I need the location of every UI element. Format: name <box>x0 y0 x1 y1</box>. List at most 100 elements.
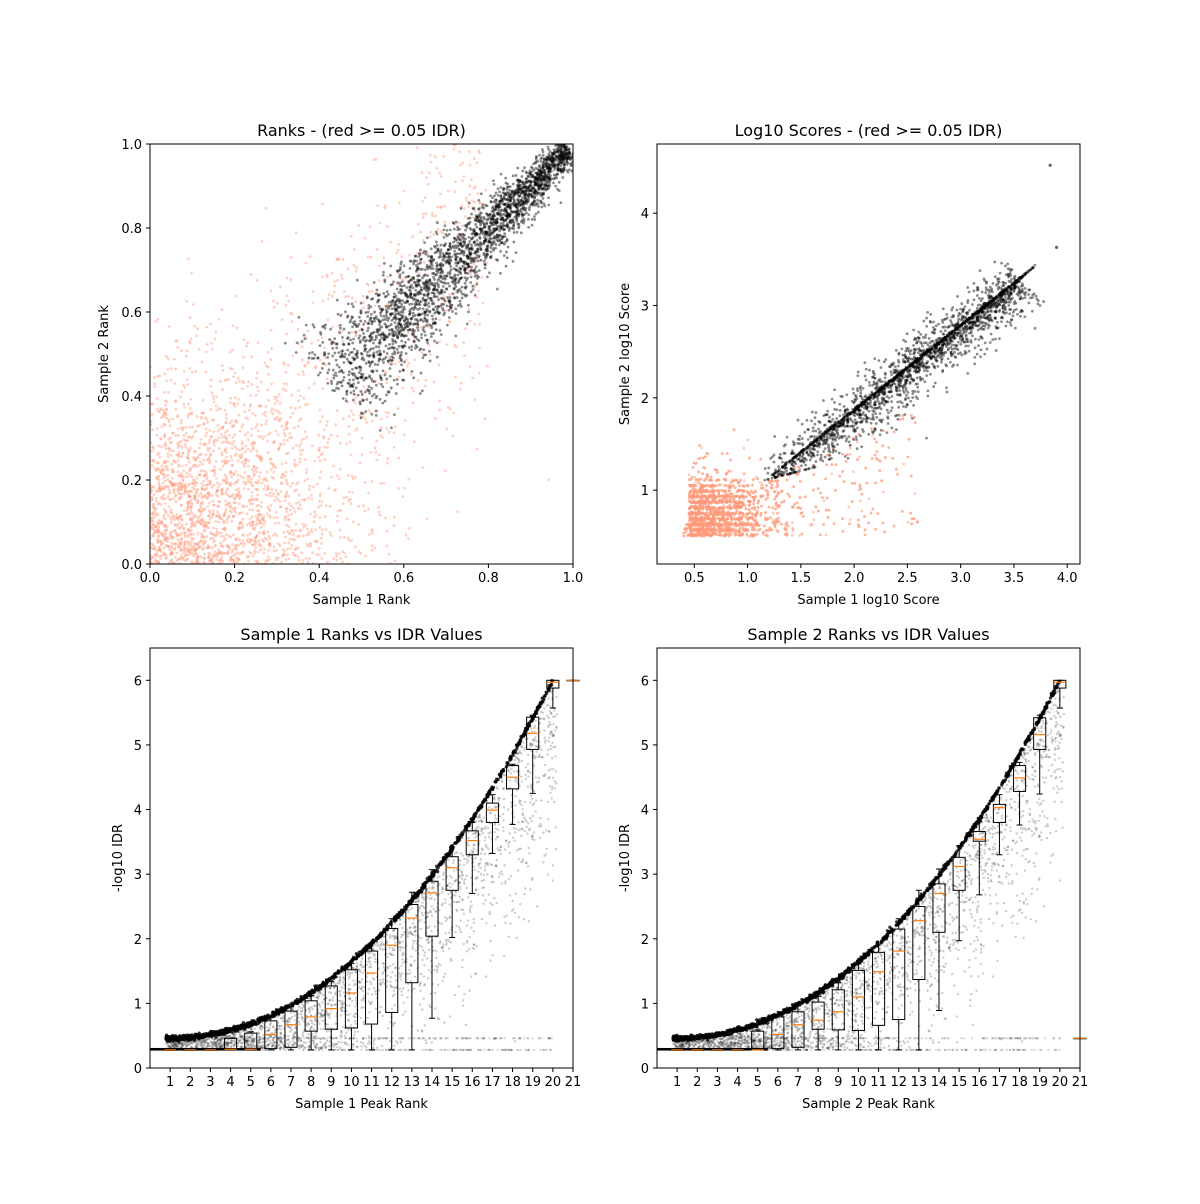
pass-point <box>390 359 394 362</box>
pass-point <box>436 278 440 282</box>
fail-point <box>221 426 225 430</box>
fail-point <box>291 354 295 358</box>
fail-point <box>247 475 251 479</box>
fail-point <box>253 441 256 445</box>
fail-point <box>165 416 169 420</box>
fail-point <box>160 532 164 536</box>
pass-point <box>397 269 401 272</box>
fail-point <box>222 520 226 524</box>
fail-point <box>166 452 170 456</box>
fail-point <box>224 436 228 440</box>
pass-point <box>322 362 325 366</box>
fail-point <box>429 230 433 234</box>
fail-point <box>384 516 388 520</box>
fail-point <box>230 348 234 352</box>
fail-point <box>420 171 424 175</box>
fail-point <box>280 482 284 485</box>
pass-point <box>494 191 498 195</box>
fail-point <box>273 498 277 502</box>
pass-point <box>554 184 558 188</box>
pass-point <box>444 255 448 259</box>
fail-point <box>248 498 252 502</box>
fail-point <box>218 558 221 562</box>
fail-point <box>259 525 263 529</box>
fail-point <box>441 231 445 235</box>
fail-point <box>246 341 249 345</box>
fail-point <box>151 502 155 506</box>
pass-point <box>501 199 505 203</box>
fail-point <box>163 433 167 437</box>
fail-point <box>458 387 462 391</box>
fail-point <box>228 559 232 563</box>
pass-point <box>432 292 436 296</box>
fail-point <box>174 399 178 403</box>
fail-point <box>164 509 167 513</box>
fail-point <box>197 509 201 513</box>
fail-point <box>303 479 307 483</box>
pass-point <box>406 318 409 322</box>
fail-point <box>225 451 228 454</box>
fail-point <box>478 151 481 155</box>
fail-point <box>237 557 241 561</box>
fail-point <box>296 546 300 550</box>
pass-point <box>484 239 488 242</box>
fail-point <box>217 515 221 519</box>
pass-point <box>420 333 424 336</box>
fail-point <box>239 494 242 497</box>
fail-point <box>177 491 181 495</box>
pass-point <box>459 305 463 308</box>
fail-point <box>283 541 287 545</box>
fail-point <box>277 392 281 396</box>
fail-point <box>179 482 183 486</box>
fail-point <box>223 514 226 518</box>
fail-point <box>402 278 406 282</box>
fail-point <box>210 486 214 489</box>
pass-point <box>508 188 511 192</box>
fail-point <box>230 447 234 450</box>
fail-point <box>265 470 269 474</box>
pass-point <box>412 259 416 262</box>
pass-point <box>387 390 391 394</box>
pass-point <box>351 367 354 371</box>
fail-point <box>303 498 307 502</box>
fail-point <box>200 522 203 525</box>
fail-point <box>477 149 481 153</box>
fail-point <box>267 542 271 546</box>
fail-point <box>403 486 406 490</box>
fail-point <box>323 515 327 518</box>
fail-point <box>344 555 348 559</box>
pass-point <box>542 160 546 164</box>
fail-point <box>190 504 194 508</box>
pass-point <box>485 275 489 279</box>
fail-point <box>291 412 295 415</box>
pass-point <box>492 246 495 250</box>
fail-point <box>190 539 193 543</box>
fail-point <box>298 529 302 533</box>
fail-point <box>270 494 274 498</box>
fail-point <box>201 469 205 473</box>
pass-point <box>488 213 492 217</box>
fail-point <box>274 466 277 469</box>
pass-point <box>394 307 398 311</box>
fail-point <box>233 445 237 449</box>
fail-point <box>177 455 181 459</box>
pass-point <box>391 342 395 346</box>
fail-point <box>205 431 209 435</box>
fail-point <box>207 501 211 505</box>
fail-point <box>347 490 351 494</box>
fail-point <box>194 514 198 518</box>
fail-point <box>383 206 387 210</box>
fail-point <box>210 558 214 562</box>
fail-point <box>196 501 199 505</box>
fail-point <box>397 456 401 460</box>
pass-point <box>454 334 458 338</box>
fail-point <box>208 517 212 521</box>
pass-point <box>308 351 311 355</box>
fail-point <box>202 442 206 446</box>
fail-point <box>272 492 275 496</box>
fail-point <box>195 476 199 480</box>
fail-point <box>223 473 227 477</box>
fail-point <box>238 495 242 499</box>
fail-point <box>284 389 288 392</box>
fail-point <box>453 344 457 347</box>
